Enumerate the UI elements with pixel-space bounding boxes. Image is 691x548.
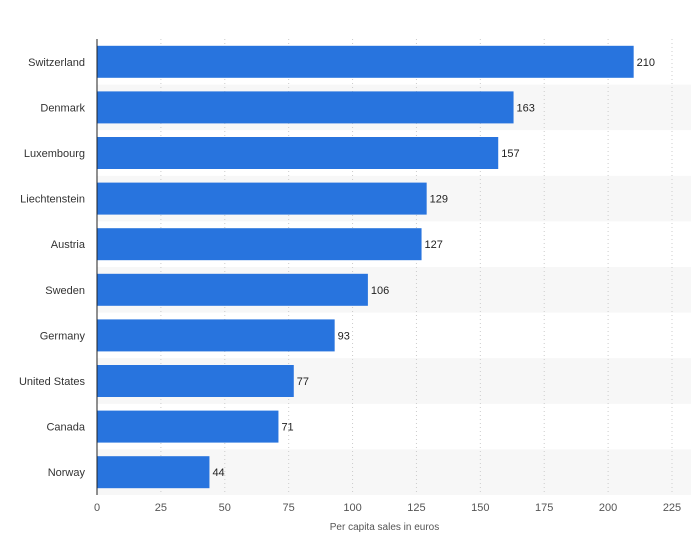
category-label: Germany <box>40 330 86 342</box>
category-label: Norway <box>48 467 86 479</box>
category-label: Denmark <box>40 102 85 114</box>
bar[interactable] <box>97 91 514 124</box>
x-tick-label: 100 <box>343 502 361 514</box>
bar[interactable] <box>97 182 427 215</box>
bar[interactable] <box>97 319 335 352</box>
value-label: 44 <box>212 467 224 479</box>
category-label: Switzerland <box>28 57 85 69</box>
value-label: 77 <box>297 376 309 388</box>
bar[interactable] <box>97 273 368 306</box>
category-label: Luxembourg <box>24 148 85 160</box>
value-label: 93 <box>338 330 350 342</box>
x-tick-label: 225 <box>663 502 681 514</box>
category-label: Austria <box>51 239 86 251</box>
category-label: Sweden <box>45 285 85 297</box>
value-label: 71 <box>281 422 293 434</box>
bar[interactable] <box>97 456 210 489</box>
category-label: Canada <box>46 422 85 434</box>
bar[interactable] <box>97 45 634 78</box>
value-label: 163 <box>517 102 535 114</box>
value-label: 129 <box>430 194 448 206</box>
x-tick-label: 0 <box>94 502 100 514</box>
x-tick-label: 75 <box>283 502 295 514</box>
x-tick-labels: 0 25 50 75 100 125 150 175 200 225 <box>94 502 681 514</box>
bar[interactable] <box>97 137 499 169</box>
x-tick-label: 175 <box>535 502 553 514</box>
category-label: United States <box>19 376 86 388</box>
category-labels: Switzerland Denmark Luxembourg Liechtenstei… <box>19 57 86 479</box>
x-tick-label: 50 <box>219 502 231 514</box>
value-label: 127 <box>425 239 443 251</box>
value-labels: 210 163 157 129 127 106 93 77 71 44 <box>212 57 655 479</box>
bar[interactable] <box>97 365 294 397</box>
category-label: Liechtenstein <box>20 194 85 206</box>
bars <box>97 45 634 489</box>
x-tick-label: 200 <box>599 502 617 514</box>
bar[interactable] <box>97 228 422 261</box>
x-tick-label: 125 <box>407 502 425 514</box>
value-label: 106 <box>371 285 389 297</box>
bar[interactable] <box>97 410 279 443</box>
value-label: 157 <box>501 148 519 160</box>
value-label: 210 <box>637 57 655 69</box>
x-axis-title: Per capita sales in euros <box>330 522 440 533</box>
x-tick-label: 25 <box>155 502 167 514</box>
x-tick-label: 150 <box>471 502 489 514</box>
